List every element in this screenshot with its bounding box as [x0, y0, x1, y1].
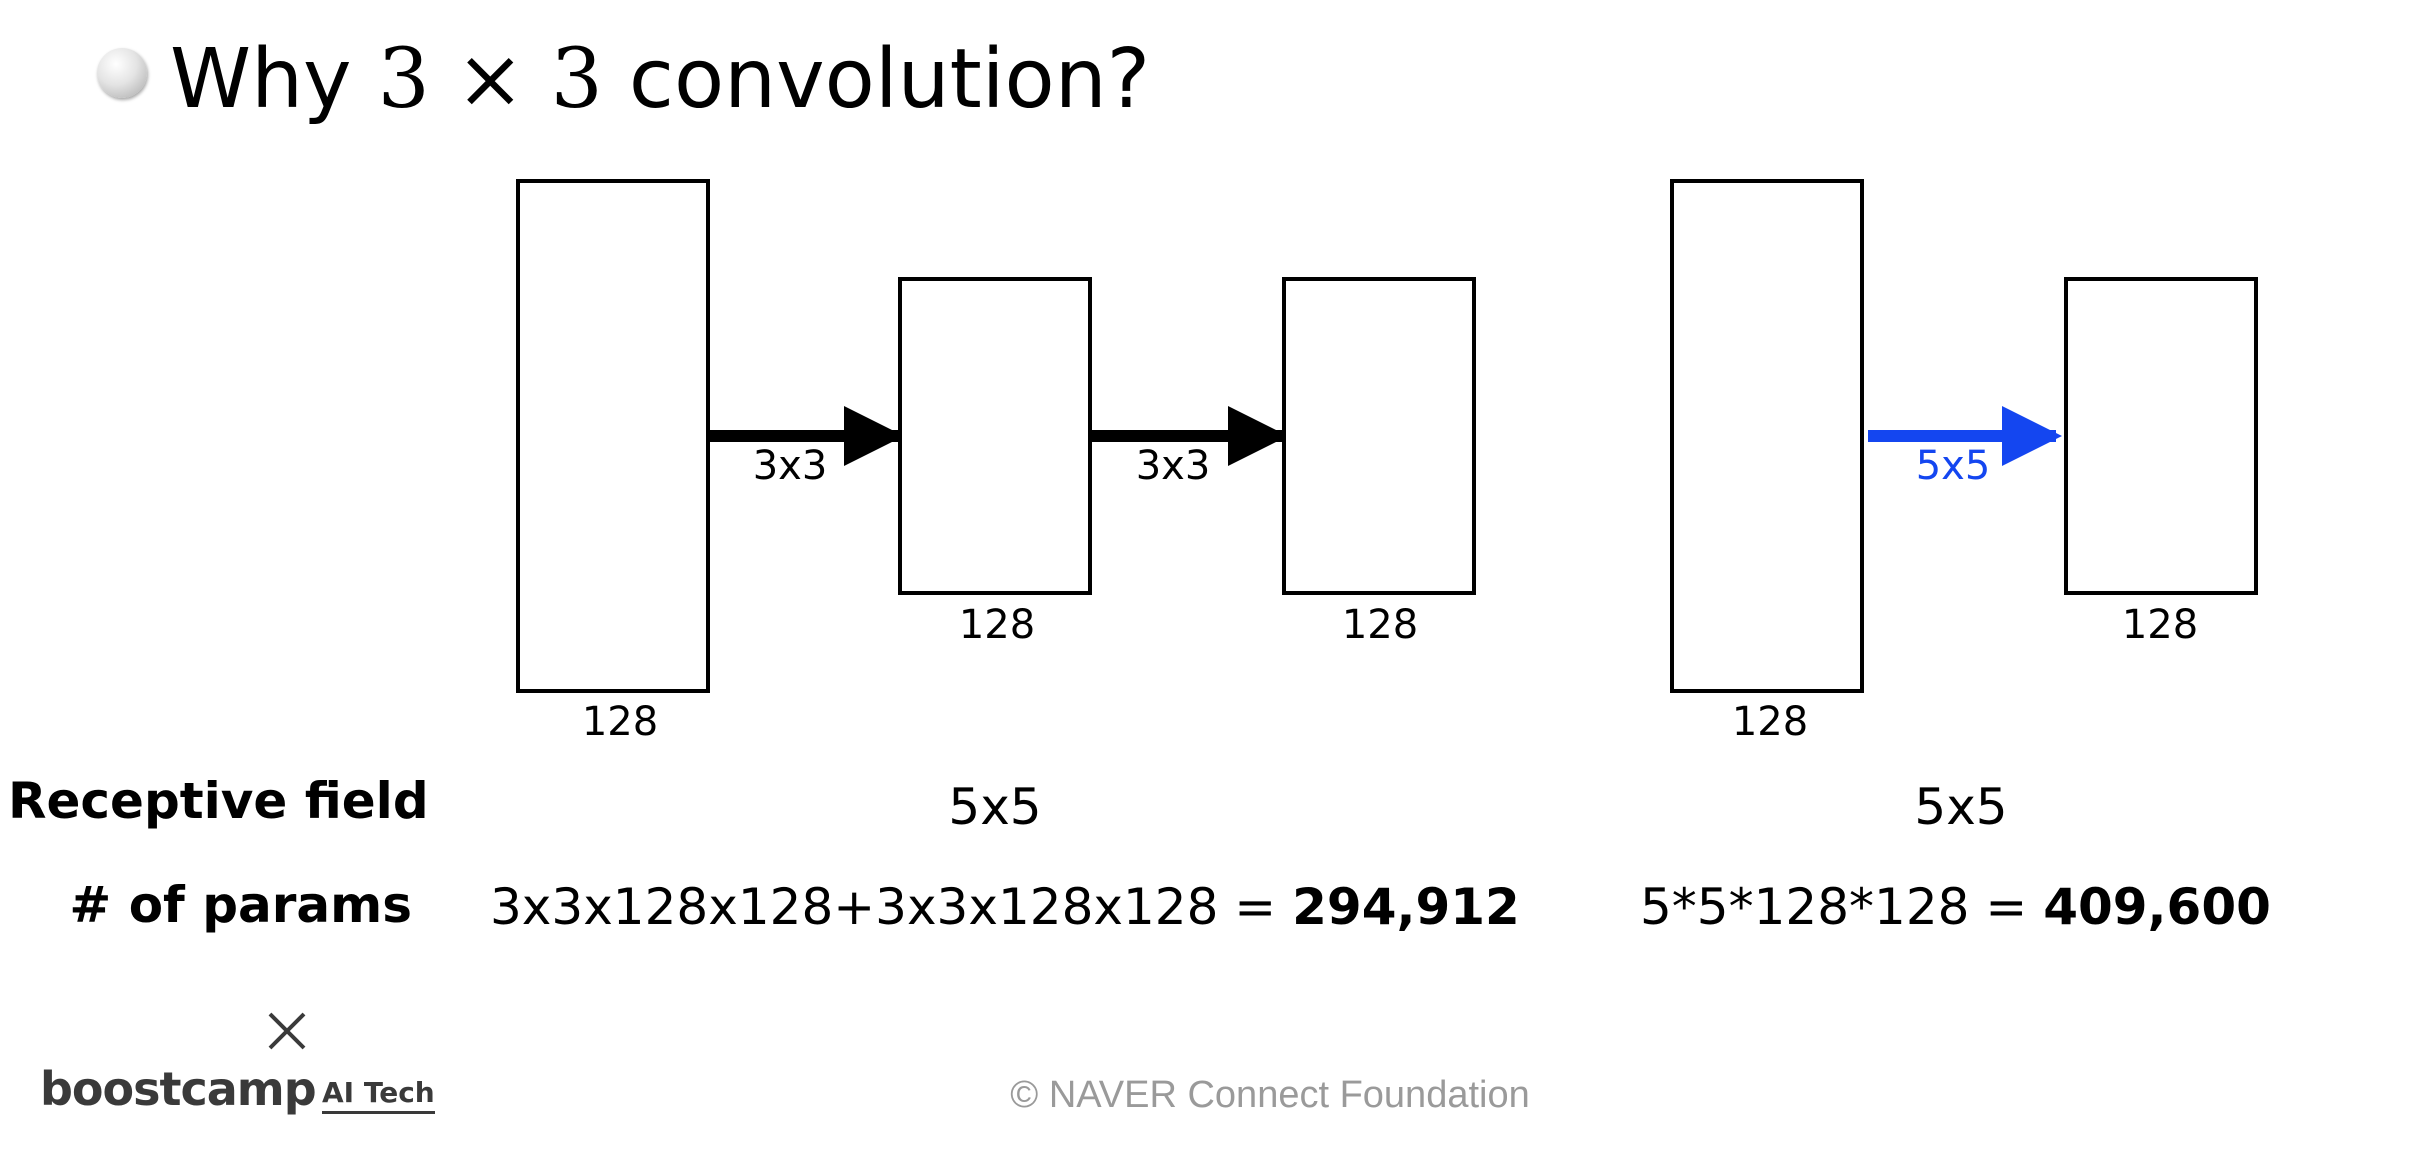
receptive-field-left-value: 5x5 — [948, 778, 1042, 836]
input-feature-map-box-5x5 — [1670, 179, 1864, 693]
receptive-field-label: Receptive field — [8, 772, 429, 830]
params-right-value: 5*5*128*128 = 409,600 — [1640, 878, 2271, 936]
conv-3x3-label-2: 3x3 — [1136, 443, 1211, 489]
input-feature-map-label-5x5: 128 — [1732, 699, 1808, 745]
params-left-expression: 3x3x128x128+3x3x128x128 = — [490, 878, 1293, 936]
ai-tech-logo: AI Tech — [322, 1076, 435, 1114]
params-right-total: 409,600 — [2043, 878, 2271, 936]
footer-copyright: © NAVER Connect Foundation — [1010, 1074, 1530, 1116]
conv-3x3-label-1: 3x3 — [753, 443, 828, 489]
output-feature-map-label: 128 — [1342, 602, 1418, 648]
params-label: # of params — [69, 876, 412, 934]
input-feature-map-box — [516, 179, 710, 693]
params-left-value: 3x3x128x128+3x3x128x128 = 294,912 — [490, 878, 1520, 936]
single-5x5-diagram: 128 5x5 128 — [1670, 179, 2258, 745]
receptive-field-right-value: 5x5 — [1914, 778, 2008, 836]
params-left-total: 294,912 — [1292, 878, 1520, 936]
title-bullet-icon — [97, 48, 147, 98]
params-right-expression: 5*5*128*128 = — [1640, 878, 2044, 936]
title-math: 3 × 3 — [377, 32, 603, 127]
output-feature-map-label-5x5: 128 — [2122, 602, 2198, 648]
output-feature-map-box — [1282, 277, 1476, 595]
title-prefix: Why — [170, 32, 352, 127]
boostcamp-logo: boostcamp — [40, 1062, 317, 1116]
middle-feature-map-box — [898, 277, 1092, 595]
input-feature-map-label: 128 — [582, 699, 658, 745]
page-title: Why 3 × 3 convolution? — [170, 20, 1150, 140]
title-suffix: convolution? — [628, 32, 1151, 127]
stacked-3x3-diagram: 128 3x3 128 3x3 128 — [516, 179, 1476, 745]
conv-5x5-label: 5x5 — [1916, 443, 1991, 489]
middle-feature-map-label: 128 — [959, 602, 1035, 648]
output-feature-map-box-5x5 — [2064, 277, 2258, 595]
logo-x-icon — [268, 1012, 306, 1050]
